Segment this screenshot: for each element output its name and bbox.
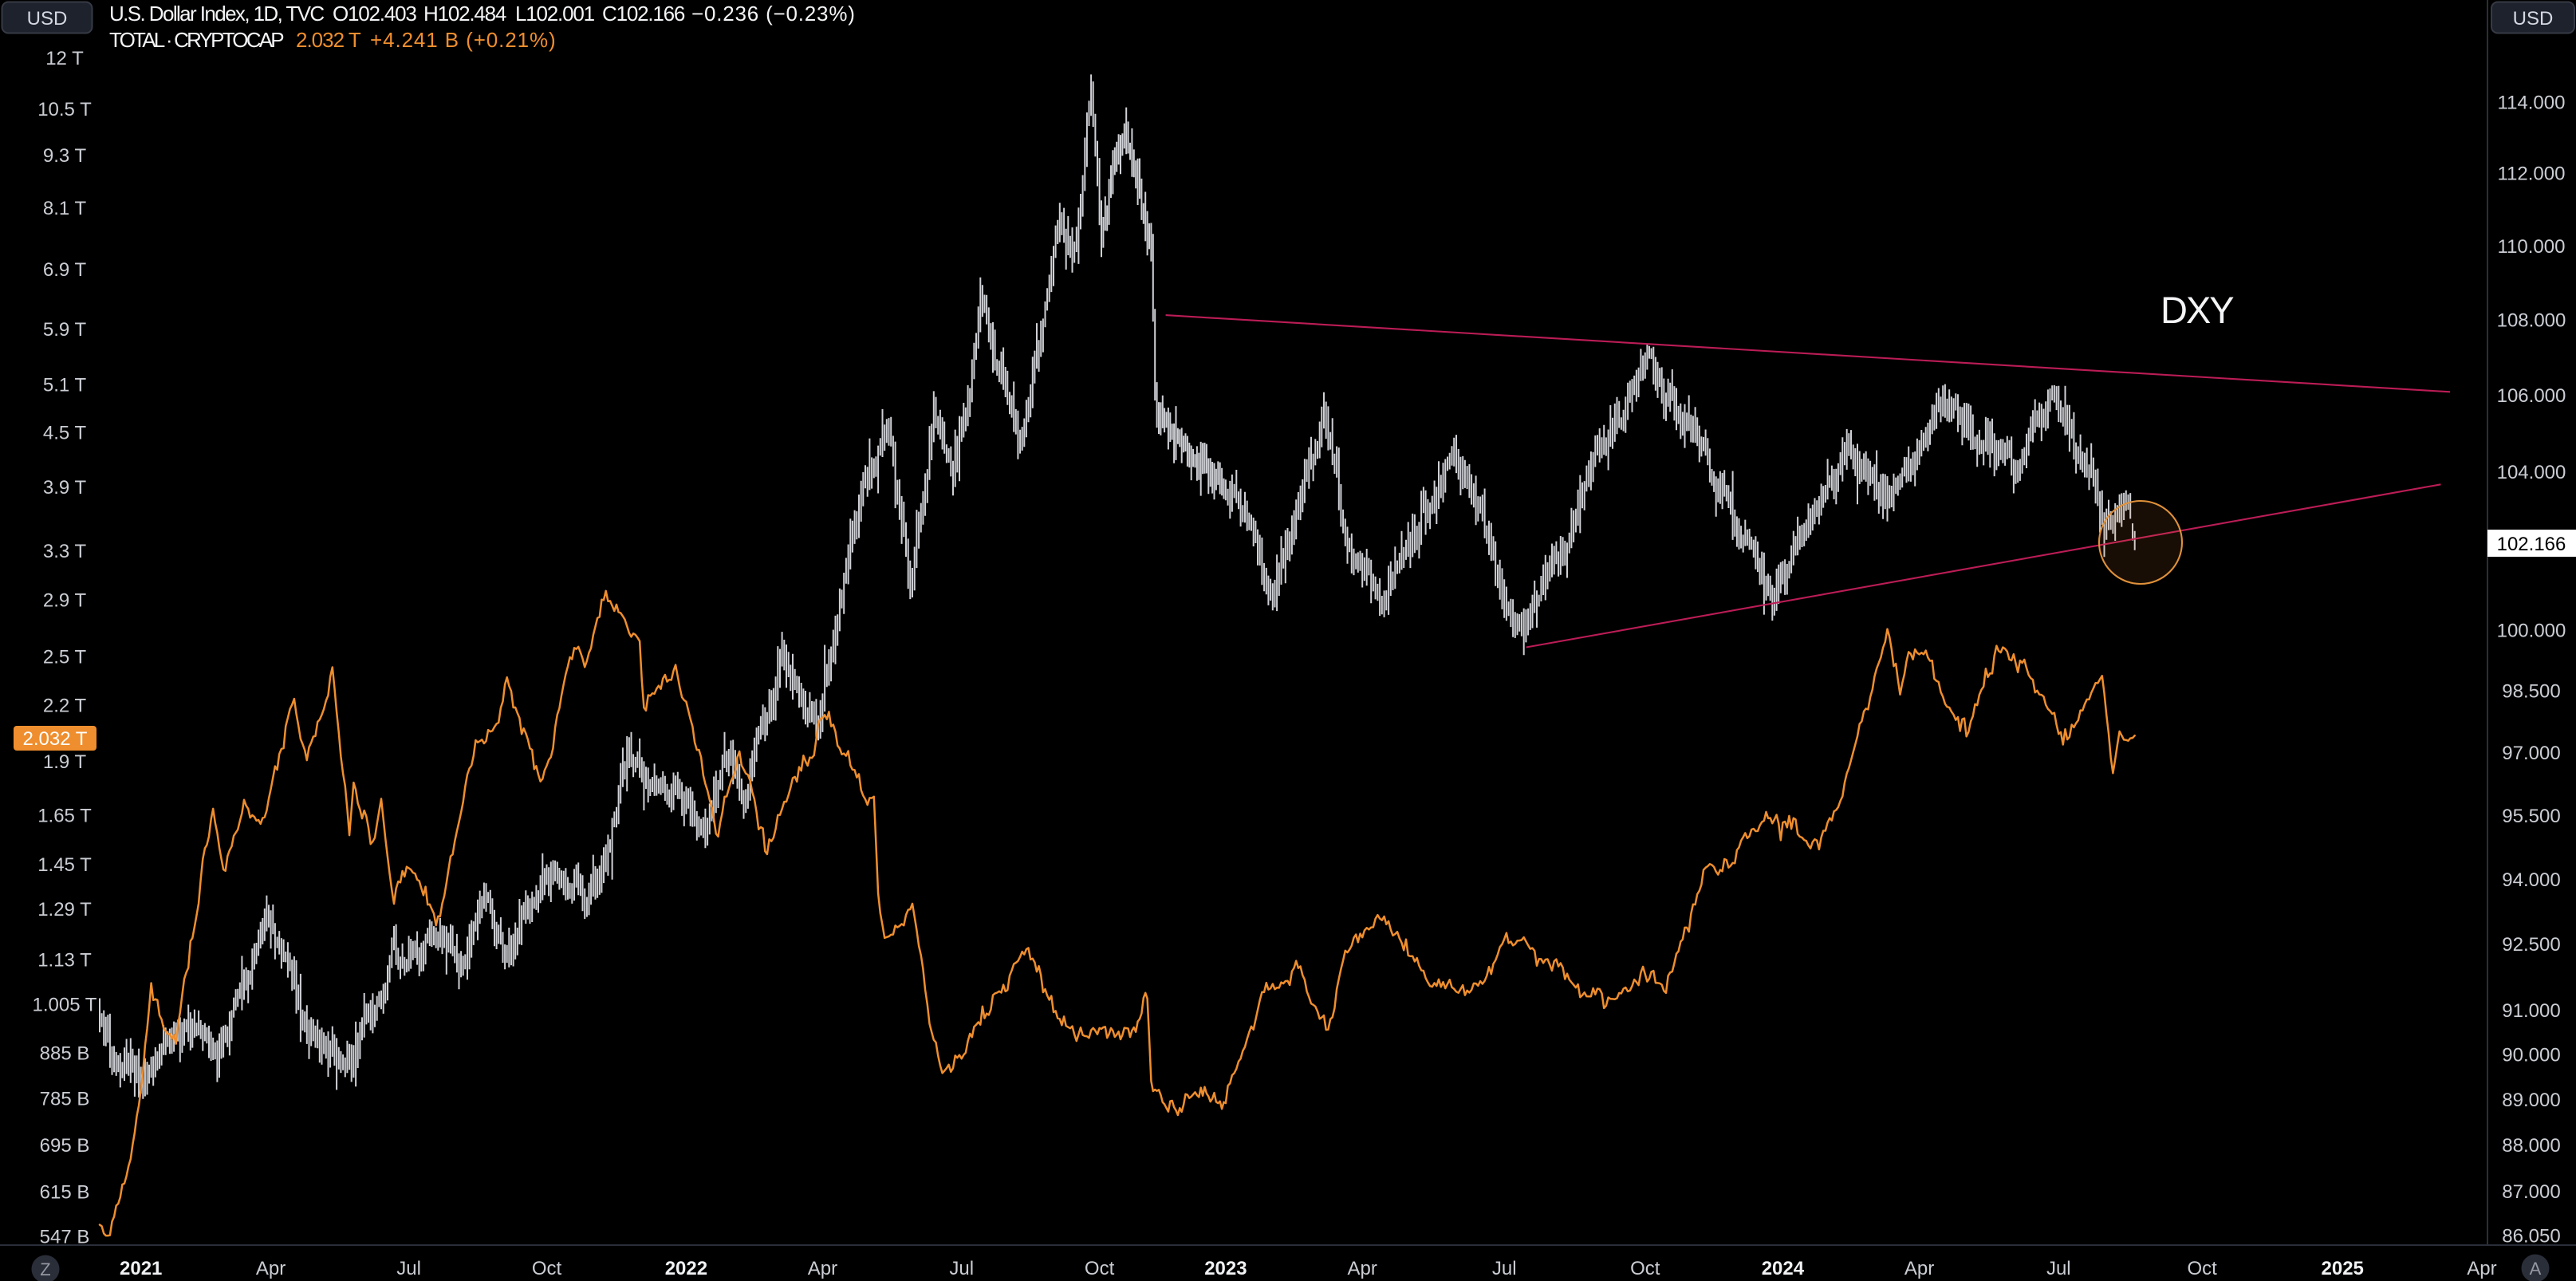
svg-text:5.1 T: 5.1 T [43,375,87,396]
svg-text:2022: 2022 [665,1258,707,1279]
svg-text:86.050: 86.050 [2502,1225,2560,1247]
svg-text:Jul: Jul [1492,1258,1517,1279]
svg-text:110.000: 110.000 [2498,236,2566,258]
svg-text:1.65 T: 1.65 T [37,805,92,826]
svg-text:89.000: 89.000 [2502,1090,2560,1111]
svg-text:10.5 T: 10.5 T [37,99,92,120]
svg-text:Apr: Apr [2467,1258,2496,1279]
svg-text:6.9 T: 6.9 T [43,259,87,281]
svg-text:Apr: Apr [1348,1258,1377,1279]
svg-text:3.3 T: 3.3 T [43,541,87,562]
svg-text:114.000: 114.000 [2498,92,2566,113]
svg-text:2.2 T: 2.2 T [43,696,87,717]
svg-text:3.9 T: 3.9 T [43,477,87,499]
svg-text:USD: USD [2513,8,2554,30]
svg-text:C102.166: C102.166 [602,2,685,26]
svg-text:2.9 T: 2.9 T [43,590,87,612]
svg-text:O102.403: O102.403 [333,2,416,26]
svg-text:Oct: Oct [1085,1258,1115,1279]
svg-text:Z: Z [40,1259,50,1279]
svg-text:2.032 T: 2.032 T [296,28,361,52]
svg-text:Jul: Jul [949,1258,974,1279]
svg-text:DXY: DXY [2160,289,2234,331]
svg-text:87.000: 87.000 [2502,1181,2560,1203]
svg-text:91.000: 91.000 [2502,1000,2560,1022]
svg-text:USD: USD [27,8,68,30]
svg-text:97.000: 97.000 [2502,743,2560,764]
svg-text:108.000: 108.000 [2497,310,2566,332]
svg-text:88.000: 88.000 [2502,1135,2560,1157]
svg-text:+4.241 B (+0.21%): +4.241 B (+0.21%) [370,28,557,52]
svg-text:Apr: Apr [808,1258,837,1279]
svg-text:94.000: 94.000 [2502,869,2560,891]
svg-text:H102.484: H102.484 [423,2,506,26]
svg-text:2024: 2024 [1762,1258,1805,1279]
svg-text:Oct: Oct [1630,1258,1660,1279]
svg-text:2025: 2025 [2322,1258,2364,1279]
svg-text:2.5 T: 2.5 T [43,647,87,668]
svg-text:TOTAL · CRYPTOCAP: TOTAL · CRYPTOCAP [109,28,283,52]
svg-text:4.5 T: 4.5 T [43,422,87,443]
svg-text:9.3 T: 9.3 T [43,145,87,167]
svg-text:1.13 T: 1.13 T [37,949,92,971]
svg-text:Jul: Jul [2046,1258,2071,1279]
svg-text:547 B: 547 B [40,1227,90,1248]
svg-text:2021: 2021 [120,1258,162,1279]
svg-text:1.45 T: 1.45 T [37,854,92,876]
svg-text:Oct: Oct [2188,1258,2218,1279]
svg-text:885 B: 885 B [40,1043,90,1064]
svg-text:100.000: 100.000 [2497,620,2566,641]
svg-text:104.000: 104.000 [2497,462,2566,483]
svg-text:785 B: 785 B [40,1089,90,1110]
svg-text:1.29 T: 1.29 T [37,899,92,920]
svg-text:12 T: 12 T [45,48,84,69]
svg-text:1.005 T: 1.005 T [33,995,97,1016]
svg-text:Apr: Apr [256,1258,286,1279]
svg-text:95.500: 95.500 [2502,806,2560,827]
svg-text:92.500: 92.500 [2502,934,2560,956]
svg-text:5.9 T: 5.9 T [43,319,87,341]
svg-text:L102.001: L102.001 [515,2,595,26]
svg-text:Oct: Oct [532,1258,562,1279]
svg-text:A: A [2530,1259,2542,1279]
svg-text:1.9 T: 1.9 T [43,751,87,773]
svg-text:90.000: 90.000 [2502,1045,2560,1066]
svg-text:2.032 T: 2.032 T [23,728,88,750]
svg-text:2023: 2023 [1204,1258,1247,1279]
svg-text:615 B: 615 B [40,1182,90,1204]
svg-text:−0.236 (−0.23%): −0.236 (−0.23%) [691,2,856,26]
svg-text:695 B: 695 B [40,1135,90,1157]
svg-text:102.166: 102.166 [2497,534,2566,555]
svg-text:8.1 T: 8.1 T [43,198,87,219]
svg-text:U.S. Dollar Index, 1D, TVC: U.S. Dollar Index, 1D, TVC [109,2,324,26]
svg-text:Apr: Apr [1904,1258,1934,1279]
svg-text:Jul: Jul [396,1258,421,1279]
svg-text:98.500: 98.500 [2502,681,2560,703]
svg-text:112.000: 112.000 [2498,164,2566,185]
svg-text:106.000: 106.000 [2497,385,2566,407]
